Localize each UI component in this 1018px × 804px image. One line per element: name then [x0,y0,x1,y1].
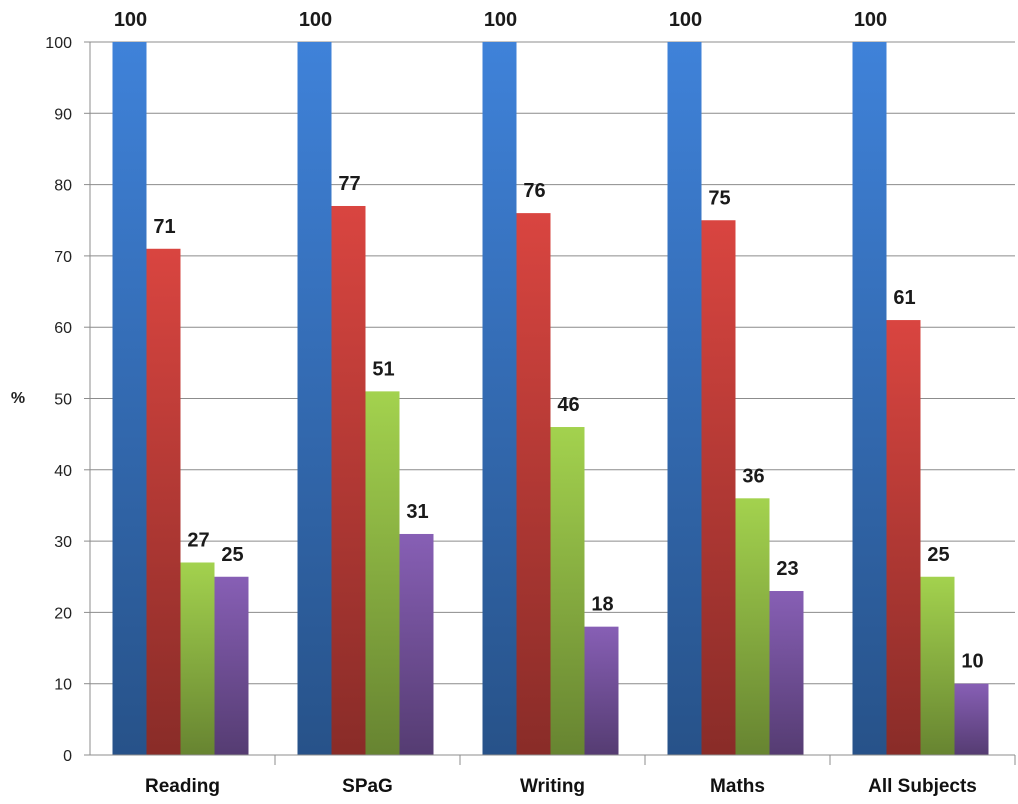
x-category-label: SPaG [342,776,393,797]
y-tick-label: 70 [54,249,72,266]
bar [331,205,366,756]
y-tick-label: 10 [54,677,72,694]
y-tick-label: 0 [63,748,72,765]
x-category-label: Reading [145,776,220,797]
x-category-label: Maths [710,776,765,797]
bar [735,498,770,755]
data-label: 36 [742,465,764,487]
bar [954,683,989,755]
data-label: 61 [893,287,915,309]
bar [112,42,147,755]
data-label: 51 [372,358,394,380]
bar [180,562,215,755]
bar [886,320,921,755]
data-label: 100 [669,9,702,31]
axes: 0 10 20 30 40 50 60 70 80 90 100 Reading SPaG Writing… [45,35,1016,797]
y-tick-label: 20 [54,605,72,622]
bar [365,391,400,755]
data-label: 100 [484,9,517,31]
data-label: 18 [591,594,613,616]
data-label: 10 [961,651,983,673]
bar [550,427,585,755]
x-category-label: All Subjects [868,776,977,797]
data-label: 100 [299,9,332,31]
bar [769,591,804,755]
bar [399,533,434,755]
data-labels: 100 71 27 25 100 77 51 31 100 76 46 18 100 75 36 23 100 6… [114,9,984,673]
y-tick-label: 80 [54,178,72,195]
bar [297,42,332,755]
y-tick-label: 90 [54,106,72,123]
y-axis-title: % [11,390,25,407]
bar [482,42,517,755]
data-label: 75 [708,187,730,209]
bar [214,576,249,755]
y-tick-label: 40 [54,463,72,480]
bar [852,42,887,755]
data-label: 46 [557,394,579,416]
data-label: 25 [221,544,243,566]
y-tick-label: 60 [54,320,72,337]
y-tick-label: 30 [54,534,72,551]
y-tick-label: 50 [54,392,72,409]
data-label: 76 [523,180,545,202]
data-label: 27 [187,529,209,551]
data-label: 25 [927,544,949,566]
data-label: 100 [114,9,147,31]
x-category-label: Writing [520,776,585,797]
bar [667,42,702,755]
bar [701,220,736,755]
bar [146,248,181,755]
bar [516,213,551,755]
data-label: 71 [153,216,175,238]
data-label: 31 [406,501,428,523]
bar [920,576,955,755]
data-label: 23 [776,558,798,580]
data-label: 77 [338,173,360,195]
bars [112,42,989,756]
data-label: 100 [854,9,887,31]
y-tick-label: 100 [45,35,72,52]
bar [584,626,619,755]
